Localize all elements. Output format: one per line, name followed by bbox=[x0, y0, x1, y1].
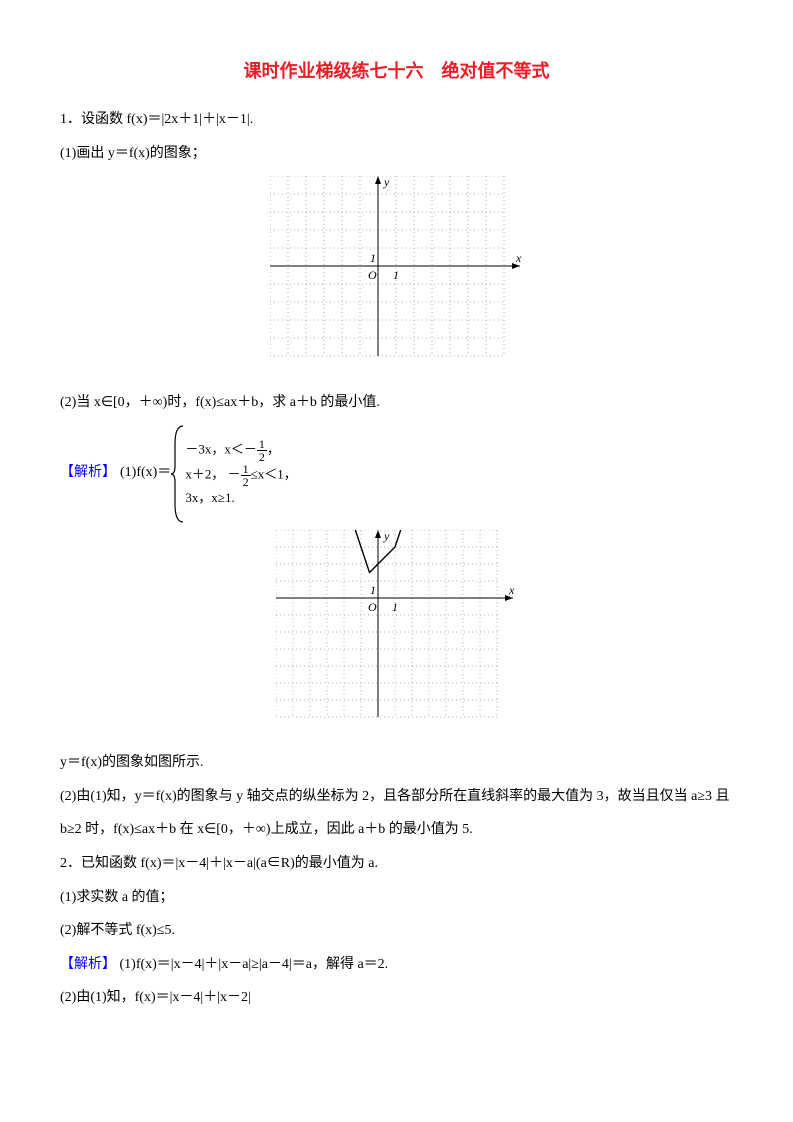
svg-text:y: y bbox=[383, 530, 390, 543]
svg-text:1: 1 bbox=[392, 600, 398, 614]
figure-2-graph: O 1 1 x y bbox=[60, 530, 733, 741]
analysis-label-2: 【解析】 bbox=[60, 957, 116, 972]
svg-text:1: 1 bbox=[370, 251, 376, 265]
piece-row-1: －3x，x＜－12， bbox=[185, 438, 296, 463]
piece-row-3: 3x，x≥1. bbox=[185, 488, 296, 509]
sol-prefix: (1)f(x)＝ bbox=[120, 462, 171, 484]
q1-sol2: (2)由(1)知，y＝f(x)的图象与 y 轴交点的纵坐标为 2，且各部分所在直… bbox=[60, 780, 733, 847]
q2-part1: (1)求实数 a 的值； bbox=[60, 881, 733, 915]
left-brace bbox=[171, 424, 185, 524]
svg-text:O: O bbox=[368, 600, 377, 614]
q1-part2: (2)当 x∈[0，＋∞)时，f(x)≤ax＋b，求 a＋b 的最小值. bbox=[60, 386, 733, 420]
svg-text:x: x bbox=[508, 583, 515, 597]
svg-text:1: 1 bbox=[370, 583, 376, 597]
q1-stem: 1．设函数 f(x)＝|2x＋1|＋|x－1|. bbox=[60, 103, 733, 137]
figure-1-blank-grid: O 1 1 x y bbox=[60, 176, 733, 380]
analysis-label: 【解析】 bbox=[60, 462, 116, 484]
q1-solution-piecewise: 【解析】 (1)f(x)＝ －3x，x＜－12， x＋2， －12≤x＜1， 3… bbox=[60, 424, 733, 524]
page-title: 课时作业梯级练七十六 绝对值不等式 bbox=[60, 50, 733, 93]
q2-stem: 2．已知函数 f(x)＝|x－4|＋|x－a|(a∈R)的最小值为 a. bbox=[60, 847, 733, 881]
q2-sol2: (2)由(1)知，f(x)＝|x－4|＋|x－2| bbox=[60, 981, 733, 1015]
svg-text:O: O bbox=[368, 268, 377, 282]
svg-text:1: 1 bbox=[393, 268, 399, 282]
piece-row-2: x＋2， －12≤x＜1， bbox=[185, 463, 296, 488]
q1-after-fig: y＝f(x)的图象如图所示. bbox=[60, 746, 733, 780]
q2-sol1: 【解析】 (1)f(x)＝|x－4|＋|x－a|≥|a－4|＝a，解得 a＝2. bbox=[60, 948, 733, 982]
q1-part1: (1)画出 y＝f(x)的图象； bbox=[60, 137, 733, 171]
svg-text:y: y bbox=[383, 176, 390, 189]
q2-part2: (2)解不等式 f(x)≤5. bbox=[60, 914, 733, 948]
svg-text:x: x bbox=[515, 251, 522, 265]
